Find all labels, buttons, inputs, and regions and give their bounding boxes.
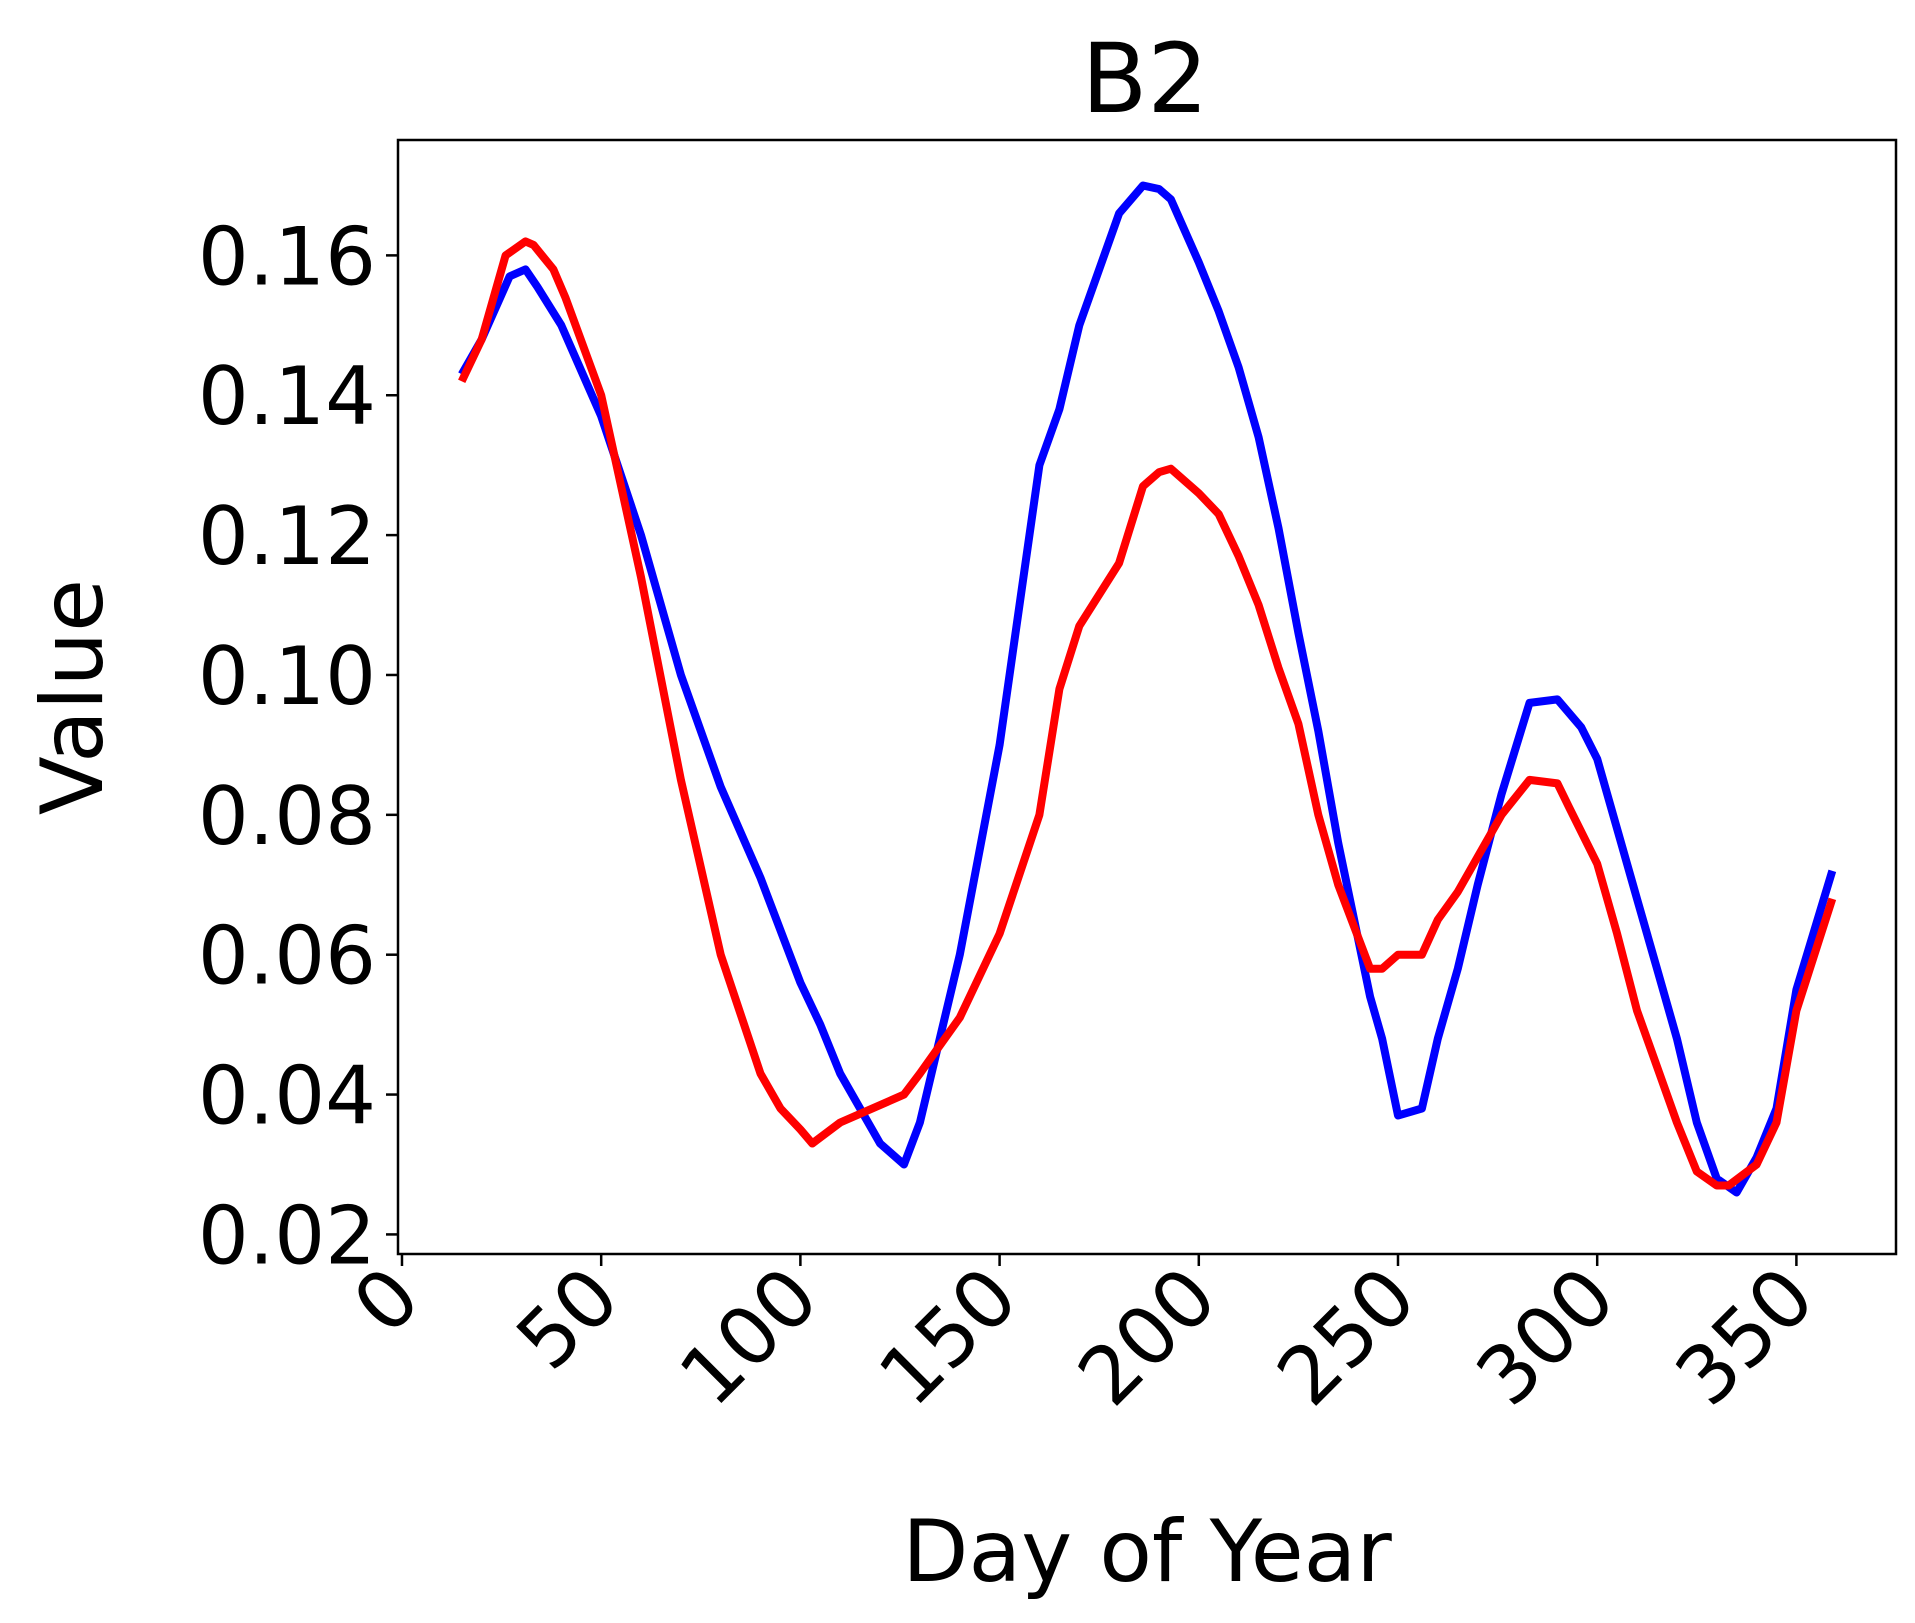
y-tick-label: 0.12 <box>198 490 376 583</box>
x-tick-label: 300 <box>1459 1250 1633 1424</box>
series-line-1 <box>458 181 1837 1197</box>
x-tick-label: 200 <box>1060 1250 1234 1424</box>
plot-frame <box>396 138 1898 1256</box>
series-line-2 <box>458 237 1837 1190</box>
chart-title: B2 <box>1082 23 1209 135</box>
series-layer <box>458 181 1837 1197</box>
y-tick-label: 0.02 <box>198 1189 376 1282</box>
x-tick-label: 150 <box>861 1250 1035 1424</box>
y-tick-label: 0.14 <box>198 350 376 443</box>
y-tick-label: 0.06 <box>198 910 376 1003</box>
x-tick-label: 250 <box>1260 1250 1434 1424</box>
y-tick-label: 0.16 <box>198 210 376 303</box>
x-tick-label: 350 <box>1658 1250 1832 1424</box>
x-axis-label: Day of Year <box>902 1502 1392 1602</box>
y-tick-label: 0.08 <box>198 770 376 863</box>
x-tick-label: 50 <box>499 1250 637 1388</box>
y-tick-label: 0.10 <box>198 630 376 723</box>
x-axis: 0 50 100 150 200 250 300 350 <box>336 1250 1832 1424</box>
x-tick-label: 100 <box>662 1250 836 1424</box>
y-axis-label: Value <box>23 579 123 815</box>
y-tick-label: 0.04 <box>198 1050 376 1143</box>
y-axis: 0.02 0.04 0.06 0.08 0.10 0.12 0.14 0.16 <box>198 210 398 1282</box>
